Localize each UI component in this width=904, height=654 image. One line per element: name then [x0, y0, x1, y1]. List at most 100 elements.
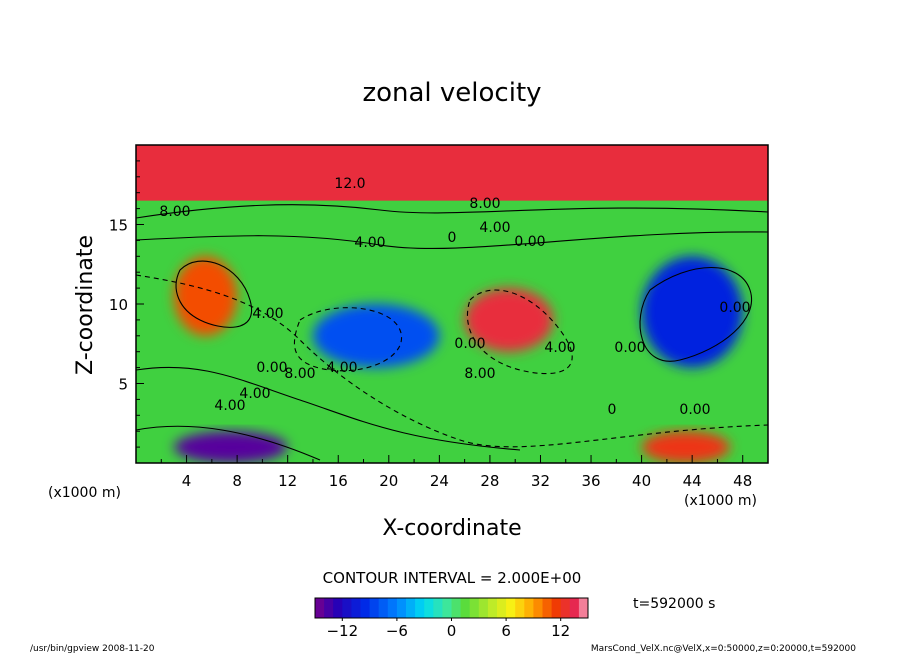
colorbar-swatch: [333, 598, 343, 618]
field-jet-left-max: [173, 256, 238, 336]
contour-label: 0: [608, 402, 617, 418]
x-unit-left: (x1000 m): [48, 485, 121, 501]
y-axis-label: Z-coordinate: [73, 235, 98, 375]
contour-line: [136, 274, 768, 448]
colorbar-swatch: [551, 598, 562, 618]
colorbar: −12 −6 0 6 12: [314, 597, 589, 640]
x-tick-label: 12: [278, 472, 297, 490]
colorbar-swatch: [406, 598, 416, 618]
footer-left: /usr/bin/gpview 2008-11-20: [30, 644, 155, 654]
colorbar-swatch: [460, 598, 471, 618]
contour-label: 0: [448, 230, 457, 246]
chart-title: zonal velocity: [362, 78, 541, 108]
footer-right: MarsCond_VelX.nc@VelX,x=0:50000,z=0:2000…: [591, 644, 856, 654]
contour-label: 4.00: [239, 386, 270, 402]
y-tick-label: 15: [109, 217, 128, 235]
colorbar-swatch: [478, 598, 489, 618]
colorbar-tick-label: −12: [326, 622, 358, 640]
colorbar-swatch: [424, 598, 434, 618]
field-jet-center-max: [464, 288, 554, 352]
colorbar-swatch: [369, 598, 380, 618]
contour-line: [136, 425, 321, 461]
x-tick-label: 24: [430, 472, 449, 490]
colorbar-ticks: −12 −6 0 6 12: [326, 618, 570, 640]
contour-label: 4.00: [326, 360, 357, 376]
field-low-left-min: [173, 431, 288, 463]
colorbar-tick-label: −6: [386, 622, 408, 640]
contour-label: 0.00: [514, 234, 545, 250]
contour-label: 0.00: [679, 402, 710, 418]
colorbar-swatch: [396, 598, 407, 618]
contour-label: 12.0: [334, 176, 365, 192]
colorbar-swatch: [442, 598, 452, 618]
colorbar-swatch: [469, 598, 480, 618]
colorbar-swatch: [342, 598, 352, 618]
field-upper-jet: [136, 145, 768, 201]
contour-label: 8.00: [284, 366, 315, 382]
contour-label: 8.00: [464, 366, 495, 382]
colorbar-swatch: [487, 598, 498, 618]
x-unit-right: (x1000 m): [684, 493, 757, 509]
colorbar-swatch: [360, 598, 371, 618]
contour-label: 4.00: [354, 235, 385, 251]
colorbar-swatch: [569, 598, 580, 618]
x-tick-label: 16: [329, 472, 348, 490]
x-tick-label: 48: [733, 472, 752, 490]
time-label: t=592000 s: [633, 596, 715, 612]
x-axis-label: X-coordinate: [382, 516, 521, 541]
contour-line: [293, 307, 403, 372]
colorbar-swatch: [451, 598, 462, 618]
colorbar-tick-label: 0: [447, 622, 457, 640]
x-tick-label: 44: [683, 472, 702, 490]
x-tick-label: 40: [632, 472, 651, 490]
velocity-field: [136, 145, 768, 463]
contour-label: 4.00: [252, 306, 283, 322]
x-tick-label: 28: [480, 472, 499, 490]
contour-label: 0.00: [614, 340, 645, 356]
x-tick-label: 36: [581, 472, 600, 490]
contour-line: [136, 366, 521, 451]
colorbar-swatch: [515, 598, 525, 618]
field-bottom-right-max: [641, 431, 731, 463]
colorbar-swatch: [351, 598, 361, 618]
colorbar-swatch: [497, 598, 507, 618]
contour-label: 4.00: [544, 340, 575, 356]
contour-line: [136, 204, 768, 219]
field-left-center-min: [312, 304, 440, 368]
field-right-min: [641, 256, 743, 368]
colorbar-swatch: [378, 598, 389, 618]
contour-line: [175, 260, 253, 328]
contour-label: 4.00: [214, 398, 245, 414]
x-tick-label: 4: [182, 472, 192, 490]
colorbar-tick-label: 6: [501, 622, 511, 640]
colorbar-swatch: [524, 598, 534, 618]
contour-lines: [136, 204, 768, 461]
contour-line: [639, 266, 753, 362]
contour-interval: CONTOUR INTERVAL = 2.000E+00: [323, 569, 582, 587]
colorbar-swatch: [506, 598, 516, 618]
plot-area: 12.08.00 8.004.004.00 0.004.000.008.00 4.00…: [109, 144, 769, 490]
x-axis: 4 8 12 16 20 24 28 32 36 40 44 48: [160, 455, 752, 490]
contour-line: [466, 289, 573, 375]
y-tick-label: 10: [109, 296, 128, 314]
colorbar-swatch: [560, 598, 571, 618]
contour-label: 0.00: [256, 360, 287, 376]
contour-label: 0.00: [454, 336, 485, 352]
colorbar-swatch: [533, 598, 543, 618]
contour-label: 8.00: [469, 196, 500, 212]
colorbar-swatch: [578, 598, 589, 618]
y-tick-label: 5: [118, 376, 128, 394]
contour-line: [136, 231, 768, 249]
x-tick-label: 20: [379, 472, 398, 490]
y-axis: 5 10 15: [109, 160, 144, 448]
colorbar-swatch: [324, 598, 334, 618]
x-tick-label: 32: [531, 472, 550, 490]
colorbar-swatch: [387, 598, 398, 618]
contour-label: 8.00: [159, 204, 190, 220]
x-tick-label: 8: [232, 472, 242, 490]
colorbar-swatch: [433, 598, 443, 618]
colorbar-tick-label: 12: [551, 622, 570, 640]
colorbar-swatch: [542, 598, 553, 618]
contour-label: 4.00: [479, 220, 510, 236]
